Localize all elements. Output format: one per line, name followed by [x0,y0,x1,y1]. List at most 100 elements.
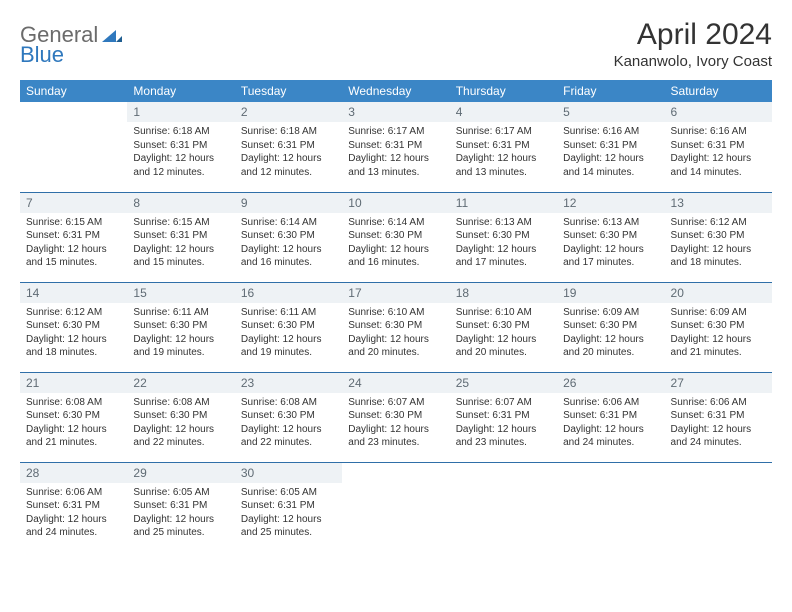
calendar-cell [342,462,449,552]
day-details: Sunrise: 6:11 AMSunset: 6:30 PMDaylight:… [127,303,234,366]
sunrise-text: Sunrise: 6:18 AM [241,125,336,139]
day-header: Tuesday [235,80,342,102]
calendar-cell: 1Sunrise: 6:18 AMSunset: 6:31 PMDaylight… [127,102,234,192]
calendar-cell: 6Sunrise: 6:16 AMSunset: 6:31 PMDaylight… [665,102,772,192]
sunset-text: Sunset: 6:31 PM [26,499,121,513]
calendar-cell: 28Sunrise: 6:06 AMSunset: 6:31 PMDayligh… [20,462,127,552]
sunset-text: Sunset: 6:30 PM [671,229,766,243]
sunrise-text: Sunrise: 6:18 AM [133,125,228,139]
sunset-text: Sunset: 6:31 PM [563,139,658,153]
daylight-text: Daylight: 12 hours and 21 minutes. [26,423,121,450]
daylight-text: Daylight: 12 hours and 22 minutes. [241,423,336,450]
sunset-text: Sunset: 6:30 PM [26,319,121,333]
sunset-text: Sunset: 6:30 PM [671,319,766,333]
calendar-cell: 3Sunrise: 6:17 AMSunset: 6:31 PMDaylight… [342,102,449,192]
sunset-text: Sunset: 6:30 PM [241,319,336,333]
day-details: Sunrise: 6:13 AMSunset: 6:30 PMDaylight:… [557,213,664,276]
calendar-page: General April 2024 Kananwolo, Ivory Coas… [0,0,792,552]
day-details: Sunrise: 6:10 AMSunset: 6:30 PMDaylight:… [342,303,449,366]
sunrise-text: Sunrise: 6:17 AM [456,125,551,139]
day-details: Sunrise: 6:10 AMSunset: 6:30 PMDaylight:… [450,303,557,366]
calendar-week-row: 21Sunrise: 6:08 AMSunset: 6:30 PMDayligh… [20,372,772,462]
sunset-text: Sunset: 6:30 PM [133,409,228,423]
day-details: Sunrise: 6:18 AMSunset: 6:31 PMDaylight:… [235,122,342,185]
sunset-text: Sunset: 6:30 PM [348,409,443,423]
day-details: Sunrise: 6:06 AMSunset: 6:31 PMDaylight:… [665,393,772,456]
sunrise-text: Sunrise: 6:12 AM [26,306,121,320]
sunset-text: Sunset: 6:31 PM [133,139,228,153]
sunset-text: Sunset: 6:30 PM [348,319,443,333]
daylight-text: Daylight: 12 hours and 24 minutes. [26,513,121,540]
calendar-cell: 8 Sunrise: 6:15 AMSunset: 6:31 PMDaylight… [127,192,234,282]
sunrise-text: Sunrise: 6:16 AM [671,125,766,139]
sunrise-text: Sunrise: 6:07 AM [348,396,443,410]
sunrise-text: Sunrise: 6:16 AM [563,125,658,139]
sunset-text: Sunset: 6:30 PM [133,319,228,333]
sunrise-text: Sunrise: 6:15 AM [133,216,228,230]
sunrise-text: Sunrise: 6:06 AM [26,486,121,500]
day-number: 1 [127,102,234,122]
daylight-text: Daylight: 12 hours and 20 minutes. [348,333,443,360]
calendar-cell [20,102,127,192]
calendar-cell: 14Sunrise: 6:12 AMSunset: 6:30 PMDayligh… [20,282,127,372]
calendar-week-row: 28Sunrise: 6:06 AMSunset: 6:31 PMDayligh… [20,462,772,552]
daylight-text: Daylight: 12 hours and 15 minutes. [133,243,228,270]
calendar-cell: 2Sunrise: 6:18 AMSunset: 6:31 PMDaylight… [235,102,342,192]
sunset-text: Sunset: 6:31 PM [26,229,121,243]
empty-day [20,102,127,122]
daylight-text: Daylight: 12 hours and 22 minutes. [133,423,228,450]
calendar-cell: 16Sunrise: 6:11 AMSunset: 6:30 PMDayligh… [235,282,342,372]
daylight-text: Daylight: 12 hours and 15 minutes. [26,243,121,270]
daylight-text: Daylight: 12 hours and 16 minutes. [348,243,443,270]
calendar-week-row: 1Sunrise: 6:18 AMSunset: 6:31 PMDaylight… [20,102,772,192]
day-number: 21 [20,373,127,393]
day-number: 14 [20,283,127,303]
day-details: Sunrise: 6:07 AMSunset: 6:31 PMDaylight:… [450,393,557,456]
daylight-text: Daylight: 12 hours and 19 minutes. [133,333,228,360]
daylight-text: Daylight: 12 hours and 14 minutes. [671,152,766,179]
day-details: Sunrise: 6:14 AMSunset: 6:30 PMDaylight:… [235,213,342,276]
day-details: Sunrise: 6:17 AMSunset: 6:31 PMDaylight:… [342,122,449,185]
daylight-text: Daylight: 12 hours and 23 minutes. [348,423,443,450]
sunrise-text: Sunrise: 6:06 AM [563,396,658,410]
day-number: 15 [127,283,234,303]
calendar-week-row: 7Sunrise: 6:15 AMSunset: 6:31 PMDaylight… [20,192,772,282]
daylight-text: Daylight: 12 hours and 24 minutes. [671,423,766,450]
day-number: 18 [450,283,557,303]
sunrise-text: Sunrise: 6:11 AM [241,306,336,320]
daylight-text: Daylight: 12 hours and 18 minutes. [26,333,121,360]
sunset-text: Sunset: 6:31 PM [133,229,228,243]
day-number: 24 [342,373,449,393]
daylight-text: Daylight: 12 hours and 20 minutes. [563,333,658,360]
sunrise-text: Sunrise: 6:05 AM [133,486,228,500]
sunrise-text: Sunrise: 6:14 AM [241,216,336,230]
calendar-cell: 26Sunrise: 6:06 AMSunset: 6:31 PMDayligh… [557,372,664,462]
day-details: Sunrise: 6:18 AMSunset: 6:31 PMDaylight:… [127,122,234,185]
calendar-cell: 7Sunrise: 6:15 AMSunset: 6:31 PMDaylight… [20,192,127,282]
day-details: Sunrise: 6:13 AMSunset: 6:30 PMDaylight:… [450,213,557,276]
sunset-text: Sunset: 6:30 PM [26,409,121,423]
day-number: 5 [557,102,664,122]
day-number: 8 [127,193,234,213]
day-details: Sunrise: 6:16 AMSunset: 6:31 PMDaylight:… [665,122,772,185]
sunset-text: Sunset: 6:31 PM [671,139,766,153]
day-number: 9 [235,193,342,213]
page-header: General April 2024 Kananwolo, Ivory Coas… [20,18,772,70]
day-number: 30 [235,463,342,483]
day-header: Monday [127,80,234,102]
day-details: Sunrise: 6:07 AMSunset: 6:30 PMDaylight:… [342,393,449,456]
sunrise-text: Sunrise: 6:09 AM [671,306,766,320]
calendar-table: Sunday Monday Tuesday Wednesday Thursday… [20,80,772,552]
day-details: Sunrise: 6:12 AMSunset: 6:30 PMDaylight:… [20,303,127,366]
brand-blue: Blue [20,42,64,67]
sunset-text: Sunset: 6:30 PM [241,409,336,423]
calendar-cell: 17Sunrise: 6:10 AMSunset: 6:30 PMDayligh… [342,282,449,372]
calendar-cell: 9Sunrise: 6:14 AMSunset: 6:30 PMDaylight… [235,192,342,282]
sunrise-text: Sunrise: 6:14 AM [348,216,443,230]
title-block: April 2024 Kananwolo, Ivory Coast [614,18,772,70]
day-number: 3 [342,102,449,122]
daylight-text: Daylight: 12 hours and 24 minutes. [563,423,658,450]
sunrise-text: Sunrise: 6:08 AM [241,396,336,410]
sunrise-text: Sunrise: 6:12 AM [671,216,766,230]
day-number: 7 [20,193,127,213]
